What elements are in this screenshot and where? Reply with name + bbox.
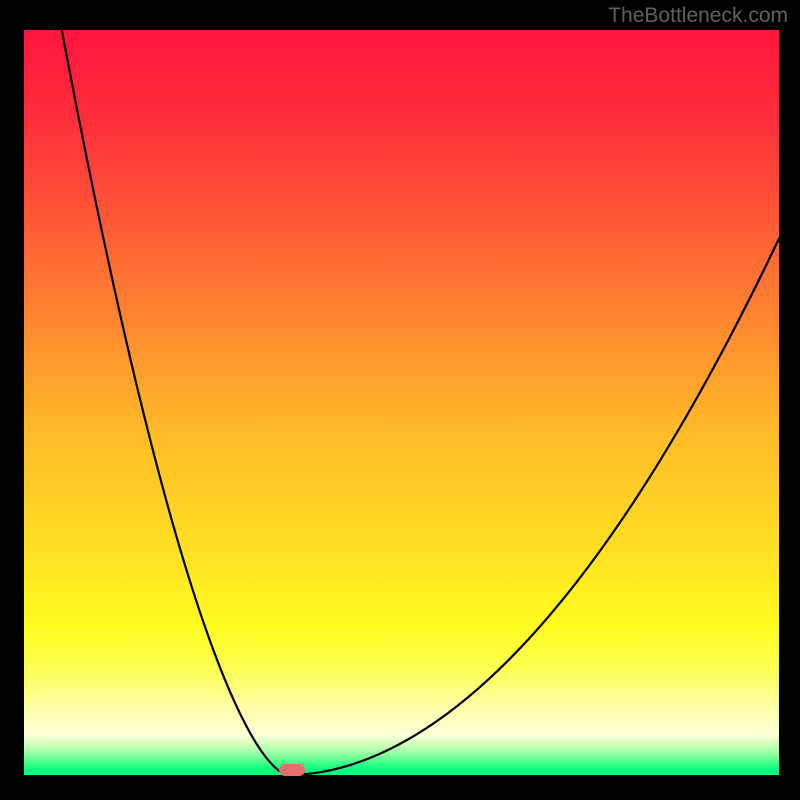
optimal-point-marker (279, 764, 305, 776)
watermark-text: TheBottleneck.com (608, 4, 788, 28)
bottleneck-curve (24, 30, 779, 775)
curve-path (62, 30, 779, 775)
plot-area (24, 30, 779, 775)
